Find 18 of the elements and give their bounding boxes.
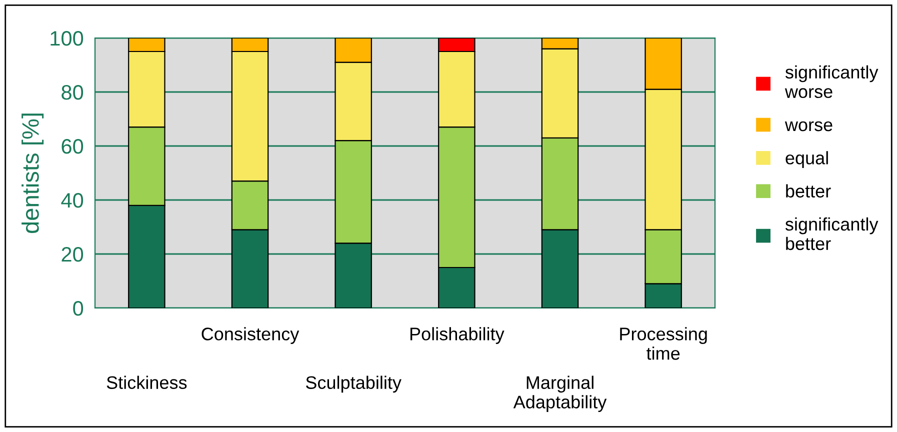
x-tick-label: Stickiness (106, 376, 187, 389)
y-tick-label: 20 (62, 247, 84, 262)
legend-label: significantly worse (784, 65, 878, 98)
legend-label: better (786, 184, 831, 198)
x-tick-label: Marginal Adaptability (513, 376, 607, 412)
legend-label: equal (786, 151, 828, 168)
x-tick-label: Sculptability (306, 376, 402, 393)
y-axis-title: dentists [%] (22, 114, 44, 234)
x-tick-label: Processing time (620, 327, 707, 360)
y-tick-label: 40 (61, 193, 84, 208)
y-tick-label: 80 (62, 85, 84, 100)
x-tick-label: Consistency (202, 327, 300, 344)
y-tick-label: 60 (62, 139, 84, 154)
y-tick-label: 0 (73, 301, 84, 316)
y-tick-label: 100 (50, 31, 84, 46)
legend-label: significantly better (785, 217, 878, 250)
legend-label: worse (784, 121, 832, 132)
x-tick-label: Polishability (410, 327, 504, 344)
